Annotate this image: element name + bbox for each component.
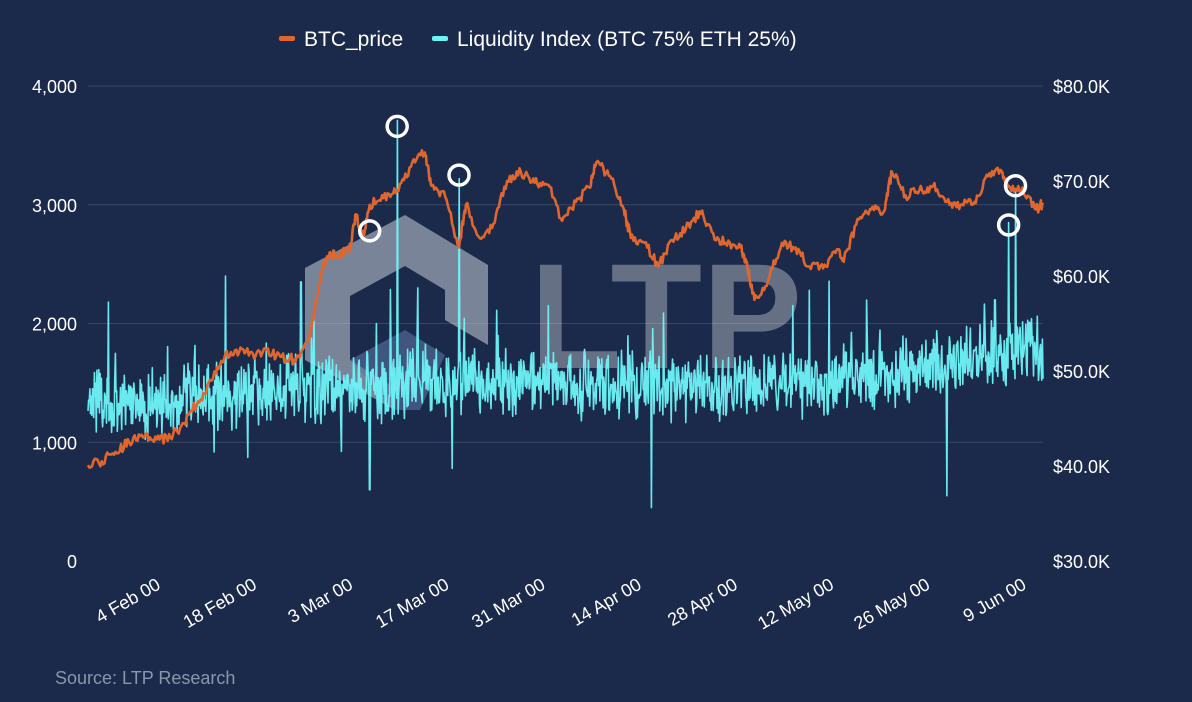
annotation-circle xyxy=(1003,174,1028,198)
right-y-axis: $30.0K $40.0K $50.0K $60.0K $70.0K $80.0K xyxy=(1053,77,1110,572)
liquidity-line xyxy=(87,119,1044,509)
legend-label-liquidity: Liquidity Index (BTC 75% ETH 25%) xyxy=(457,28,797,51)
y-right-tick-label: $50.0K xyxy=(1053,362,1110,382)
watermark-text: LTP xyxy=(530,232,802,400)
left-y-axis: 0 1,000 2,000 3,000 4,000 xyxy=(32,77,77,572)
annotation-circle xyxy=(357,219,382,243)
y-left-tick-label: 0 xyxy=(67,552,77,572)
x-tick-label: 14 Apr 00 xyxy=(568,574,645,630)
x-axis: 4 Feb 00 18 Feb 00 3 Mar 00 17 Mar 00 31 Mar… xyxy=(92,574,1029,633)
liquidity-series xyxy=(87,119,1044,509)
x-tick-label: 4 Feb 00 xyxy=(92,574,164,627)
y-right-tick-label: $70.0K xyxy=(1053,172,1110,192)
legend-swatch-btc xyxy=(279,36,295,41)
x-tick-label: 17 Mar 00 xyxy=(372,574,452,632)
x-tick-label: 3 Mar 00 xyxy=(285,574,357,627)
x-tick-label: 9 Jun 00 xyxy=(960,574,1030,626)
y-left-tick-label: 3,000 xyxy=(32,196,77,216)
annotation-circle xyxy=(996,213,1021,237)
grid-lines xyxy=(88,85,1043,443)
y-right-tick-label: $30.0K xyxy=(1053,552,1110,572)
legend-swatch-liquidity xyxy=(432,36,448,41)
y-right-tick-label: $80.0K xyxy=(1053,77,1110,97)
legend-item-btc[interactable]: BTC_price xyxy=(279,28,403,51)
x-tick-label: 31 Mar 00 xyxy=(468,574,548,632)
x-tick-label: 28 Apr 00 xyxy=(664,574,741,630)
y-left-tick-label: 2,000 xyxy=(32,315,77,335)
annotation-circle xyxy=(385,114,409,139)
annotation-circle xyxy=(447,163,471,187)
x-tick-label: 18 Feb 00 xyxy=(180,574,260,632)
annotation-circles xyxy=(357,114,1028,243)
y-right-tick-label: $60.0K xyxy=(1053,267,1110,287)
y-right-tick-label: $40.0K xyxy=(1053,457,1110,477)
x-tick-label: 26 May 00 xyxy=(850,574,933,633)
ltp-logo-mark xyxy=(305,215,488,410)
x-tick-label: 12 May 00 xyxy=(754,574,837,633)
y-left-tick-label: 1,000 xyxy=(32,433,77,453)
source-note: Source: LTP Research xyxy=(55,668,235,688)
legend-label-btc: BTC_price xyxy=(304,28,403,51)
y-left-tick-label: 4,000 xyxy=(32,77,77,97)
legend-item-liquidity[interactable]: Liquidity Index (BTC 75% ETH 25%) xyxy=(432,28,797,51)
btc-price-line xyxy=(86,149,1045,469)
legend: BTC_price Liquidity Index (BTC 75% ETH 2… xyxy=(279,28,797,51)
btc-price-series xyxy=(86,149,1045,469)
